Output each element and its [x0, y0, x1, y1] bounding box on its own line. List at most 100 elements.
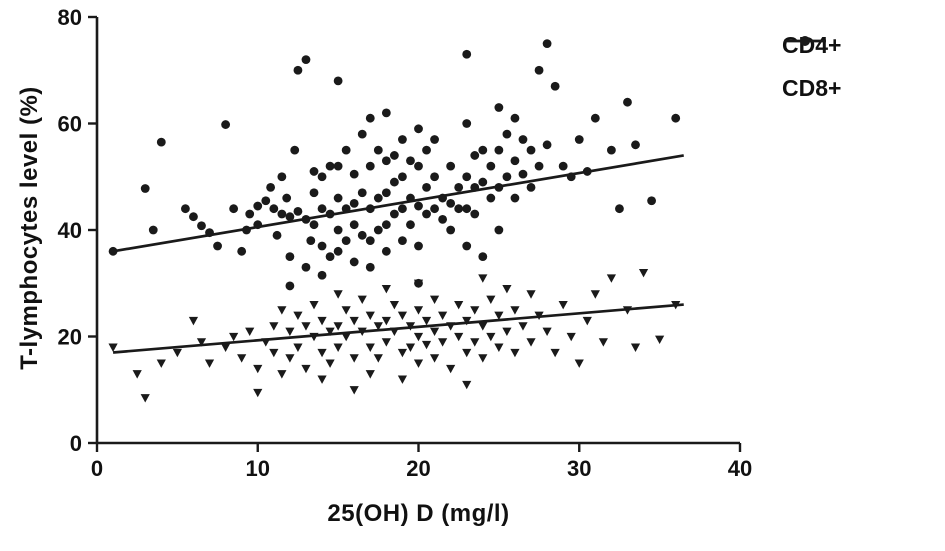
scatter-point-cd4: [333, 225, 343, 235]
trend-line-cd8: [112, 303, 684, 354]
scatter-point-cd8: [301, 364, 311, 374]
scatter-point-cd4: [341, 236, 351, 246]
scatter-point-cd4: [189, 212, 198, 222]
scatter-point-cd8: [550, 348, 560, 358]
scatter-point-cd8: [454, 300, 464, 310]
scatter-point-cd4: [494, 225, 504, 235]
scatter-point-cd4: [108, 246, 118, 256]
scatter-point-cd8: [470, 338, 480, 347]
scatter-point-cd8: [277, 306, 287, 315]
scatter-point-cd4: [502, 129, 512, 139]
scatter-point-cd4: [282, 193, 292, 203]
scatter-point-cd8: [494, 343, 504, 352]
scatter-point-cd8: [510, 306, 520, 315]
scatter-point-cd4: [306, 236, 316, 246]
scatter-point-cd8: [542, 327, 552, 336]
scatter-point-cd4: [647, 196, 656, 206]
scatter-point-cd8: [333, 343, 343, 352]
scatter-point-cd4: [357, 188, 367, 198]
scatter-point-cd4: [518, 135, 528, 144]
scatter-point-cd8: [462, 380, 472, 390]
scatter-point-cd4: [430, 204, 439, 214]
scatter-point-cd4: [381, 188, 391, 198]
scatter-point-cd4: [462, 49, 472, 59]
y-tick-label: 80: [58, 5, 82, 30]
scatter-point-cd8: [598, 338, 608, 347]
scatter-point-cd4: [277, 172, 287, 182]
scatter-point-cd4: [229, 204, 239, 214]
scatter-point-cd4: [406, 220, 415, 230]
scatter-point-cd4: [349, 169, 359, 179]
scatter-point-cd8: [349, 386, 359, 395]
scatter-point-cd4: [381, 108, 391, 118]
scatter-point-cd4: [309, 188, 319, 198]
scatter-point-cd8: [638, 269, 649, 278]
x-tick-label: 40: [728, 456, 752, 481]
scatter-point-cd8: [156, 359, 166, 368]
scatter-point-cd4: [341, 145, 351, 155]
scatter-point-cd8: [285, 327, 295, 336]
scatter-point-cd4: [542, 140, 552, 150]
y-axis-label: T-lymphocytes level (%): [16, 86, 43, 370]
scatter-point-cd4: [446, 198, 456, 208]
scatter-point-cd4: [446, 161, 456, 171]
scatter-point-cd8: [526, 290, 536, 299]
scatter-point-cd4: [398, 204, 407, 214]
scatter-point-cd8: [429, 295, 440, 305]
scatter-point-cd8: [132, 370, 142, 379]
scatter-point-cd8: [397, 375, 408, 384]
scatter-point-cd4: [510, 193, 520, 203]
scatter-point-cd4: [373, 193, 383, 203]
scatter-point-cd4: [365, 161, 375, 171]
scatter-point-cd8: [325, 327, 335, 336]
scatter-point-cd8: [486, 332, 496, 342]
scatter-point-cd4: [277, 209, 287, 219]
scatter-point-cd8: [518, 322, 528, 331]
scatter-point-cd8: [413, 306, 424, 315]
y-tick-label: 0: [70, 431, 82, 456]
scatter-point-cd4: [414, 124, 423, 134]
scatter-point-cd4: [446, 225, 456, 235]
scatter-point-cd8: [397, 348, 408, 358]
scatter-point-cd4: [422, 145, 431, 155]
scatter-point-cd4: [290, 145, 300, 155]
scatter-point-cd8: [333, 290, 343, 299]
scatter-point-cd4: [357, 230, 367, 240]
scatter-point-cd8: [429, 354, 440, 363]
scatter-point-cd8: [438, 338, 448, 347]
scatter-point-cd4: [454, 204, 464, 214]
scatter-point-cd8: [478, 354, 488, 363]
scatter-point-cd4: [558, 161, 568, 171]
cd8-legend-marker: [784, 38, 826, 46]
scatter-point-cd4: [389, 209, 399, 219]
scatter-point-cd4: [470, 209, 480, 219]
scatter-point-cd4: [272, 230, 282, 240]
scatter-point-cd8: [558, 300, 568, 310]
scatter-point-cd8: [277, 370, 287, 379]
scatter-point-cd4: [365, 113, 375, 123]
scatter-point-cd4: [245, 209, 255, 219]
legend-label-cd4: CD4+: [782, 32, 842, 58]
trend-line-cd4: [112, 154, 684, 253]
scatter-point-cd4: [398, 135, 407, 144]
scatter-point-cd4: [365, 236, 375, 246]
scatter-point-cd4: [221, 120, 231, 129]
scatter-point-cd4: [266, 183, 276, 192]
scatter-point-cd8: [381, 284, 391, 294]
scatter-point-cd4: [430, 172, 439, 182]
scatter-point-cd4: [414, 201, 423, 211]
legend: CD4+ CD8+: [782, 32, 841, 102]
scatter-point-cd8: [429, 327, 440, 336]
scatter-point-cd8: [188, 316, 199, 326]
scatter-point-cd4: [389, 151, 399, 160]
scatter-point-cd4: [373, 145, 383, 155]
scatter-point-cd8: [421, 340, 432, 350]
scatter-point-cd4: [623, 97, 632, 107]
scatter-point-cd4: [213, 241, 222, 251]
scatter-point-cd4: [309, 220, 319, 230]
scatter-point-cd4: [301, 262, 311, 272]
scatter-point-cd8: [413, 279, 424, 289]
scatter-point-cd8: [574, 359, 584, 368]
